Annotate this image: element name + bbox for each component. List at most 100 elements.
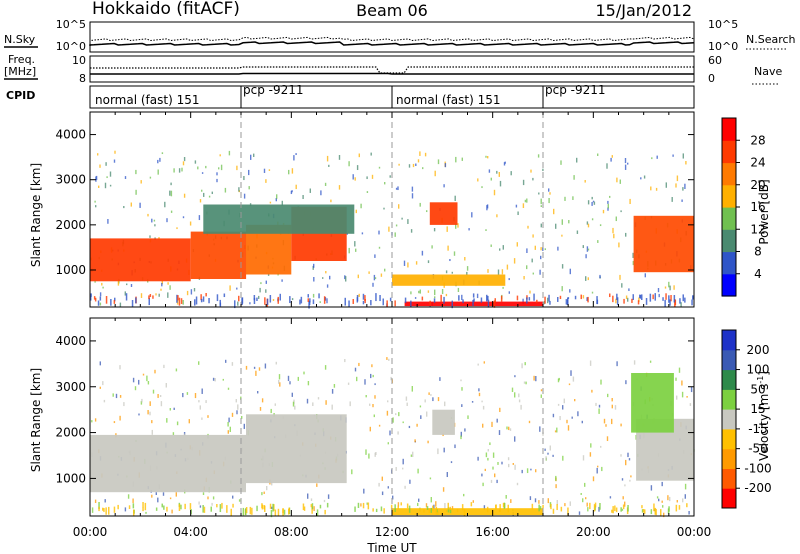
velocity-echo-speck	[581, 420, 583, 424]
velocity-echo-region	[432, 409, 455, 435]
velocity-ground-scatter	[449, 506, 451, 511]
power-echo-speck	[313, 277, 315, 282]
velocity-echo-speck	[597, 465, 599, 468]
power-echo-speck	[543, 301, 545, 305]
velocity-echo-speck	[620, 423, 622, 427]
power-echo-speck	[220, 164, 223, 171]
power-echo-speck	[542, 168, 544, 172]
velocity-echo-speck	[312, 402, 314, 406]
power-ground-scatter	[451, 300, 453, 309]
velocity-echo-speck	[99, 361, 101, 366]
velocity-ground-scatter	[567, 507, 569, 516]
velocity-echo-speck	[678, 367, 681, 373]
power-echo-speck	[371, 174, 374, 179]
velocity-ground-scatter	[678, 505, 681, 510]
power-echo-speck	[265, 280, 267, 284]
velocity-echo-speck	[628, 458, 631, 461]
power-echo-speck	[618, 242, 620, 248]
power-ground-scatter	[616, 297, 619, 306]
power-echo-speck	[476, 293, 479, 299]
power-echo-speck	[564, 196, 566, 201]
power-echo-speck	[102, 286, 104, 289]
power-echo-speck	[493, 189, 496, 196]
power-echo-speck	[105, 162, 107, 166]
velocity-echo-speck	[482, 423, 484, 428]
velocity-echo-speck	[279, 382, 281, 387]
velocity-ground-scatter	[644, 509, 646, 514]
velocity-colorbar-label-7: -200	[744, 481, 771, 495]
power-colorbar-cell	[722, 118, 736, 141]
velocity-ground-scatter	[144, 502, 147, 511]
power-echo-speck	[496, 214, 498, 218]
power-echo-speck	[587, 248, 590, 251]
velocity-echo-speck	[198, 361, 200, 365]
velocity-echo-speck	[374, 383, 376, 386]
velocity-ground-scatter	[550, 503, 552, 510]
power-echo-speck	[411, 186, 414, 192]
velocity-echo-speck	[392, 495, 394, 500]
velocity-echo-speck	[354, 367, 357, 372]
power-ground-scatter	[533, 293, 535, 301]
velocity-echo-speck	[386, 410, 389, 416]
velocity-echo-speck	[373, 414, 375, 418]
velocity-echo-speck	[514, 436, 516, 442]
velocity-echo-speck	[145, 511, 147, 514]
velocity-echo-speck	[172, 432, 175, 436]
power-echo-speck	[401, 217, 403, 220]
velocity-colorbar-cell	[722, 389, 736, 410]
power-ground-scatter	[587, 296, 589, 303]
velocity-ground-scatter	[210, 506, 212, 512]
power-echo-speck	[523, 276, 525, 280]
power-echo-speck	[352, 174, 354, 180]
velocity-echo-speck	[496, 479, 498, 484]
power-echo-speck	[560, 160, 562, 165]
power-echo-speck	[417, 159, 420, 163]
velocity-echo-speck	[214, 378, 216, 382]
power-ground-scatter	[362, 300, 365, 305]
velocity-echo-speck	[481, 400, 483, 403]
power-echo-speck	[466, 271, 468, 276]
velocity-echo-speck	[556, 500, 558, 505]
power-ground-scatter	[356, 295, 359, 302]
velocity-ground-scatter	[108, 506, 110, 515]
velocity-ground-scatter	[103, 508, 105, 512]
power-echo-speck	[117, 281, 120, 286]
power-ground-scatter	[90, 293, 92, 297]
power-colorbar-cell	[722, 229, 736, 253]
velocity-echo-speck	[398, 412, 400, 417]
power-echo-speck	[267, 273, 270, 276]
power-echo-speck	[106, 176, 108, 179]
power-echo-speck	[218, 167, 220, 170]
velocity-echo-speck	[549, 445, 551, 451]
velocity-echo-speck	[374, 452, 376, 457]
velocity-echo-speck	[176, 421, 179, 426]
velocity-echo-speck	[568, 383, 571, 386]
power-echo-speck	[427, 290, 430, 293]
velocity-ground-scatter	[470, 502, 473, 507]
velocity-echo-speck	[460, 431, 462, 437]
velocity-echo-speck	[534, 498, 537, 503]
power-ground-scatter	[557, 297, 559, 302]
velocity-echo-speck	[509, 428, 512, 431]
power-ground-scatter	[544, 296, 546, 304]
power-echo-speck	[324, 182, 327, 187]
power-ground-scatter	[300, 296, 303, 304]
velocity-echo-speck	[112, 393, 114, 397]
power-echo-speck	[585, 254, 587, 259]
power-echo-speck	[584, 180, 586, 183]
power-echo-speck	[194, 160, 197, 164]
power-ground-scatter	[323, 296, 326, 304]
velocity-echo-speck	[358, 362, 360, 367]
velocity-ground-scatter	[447, 507, 450, 513]
nsearch-line	[89, 36, 695, 42]
velocity-echo-speck	[368, 453, 370, 459]
power-echo-speck	[166, 218, 168, 223]
velocity-echo-speck	[432, 397, 434, 402]
velocity-ground-scatter	[203, 506, 206, 513]
velocity-echo-speck	[564, 503, 566, 507]
velocity-echo-speck	[138, 379, 140, 385]
power-echo-speck	[253, 153, 255, 157]
power-ground-scatter	[375, 293, 377, 302]
power-echo-speck	[627, 162, 629, 165]
velocity-echo-speck	[266, 486, 268, 491]
